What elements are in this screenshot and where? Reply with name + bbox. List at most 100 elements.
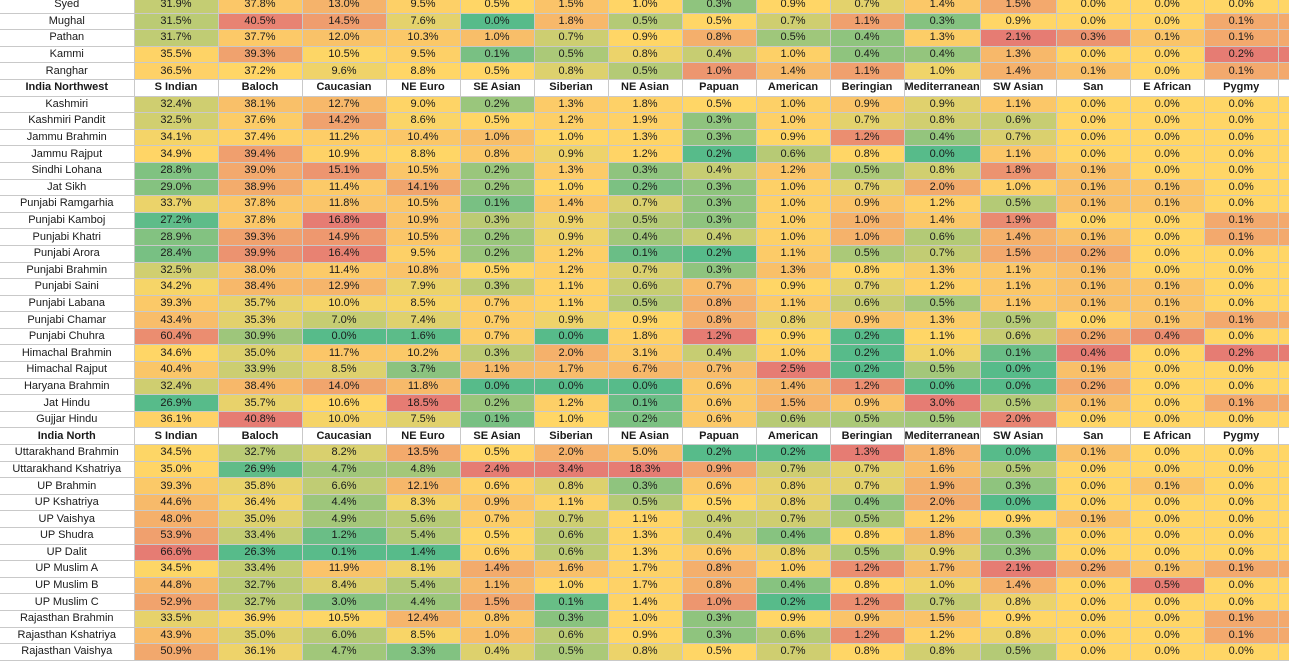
value-cell-ne-euro[interactable]: 8.6%	[386, 112, 461, 130]
value-cell-se-asian[interactable]: 0.8%	[460, 610, 535, 628]
value-cell-s-indian[interactable]: 60.4%	[134, 328, 219, 346]
value-cell-s-indian[interactable]: 32.4%	[134, 96, 219, 114]
value-cell-baloch[interactable]: 37.8%	[218, 212, 303, 230]
next-column-edge-cell[interactable]	[1278, 394, 1290, 412]
value-cell-mediterranean[interactable]: 0.3%	[904, 13, 981, 31]
column-header-s-indian[interactable]: S Indian	[134, 79, 219, 97]
value-cell-ne-asian[interactable]: 0.5%	[608, 13, 683, 31]
next-column-edge-cell[interactable]	[1278, 162, 1290, 180]
value-cell-baloch[interactable]: 35.7%	[218, 394, 303, 412]
value-cell-ne-euro[interactable]: 3.3%	[386, 643, 461, 661]
value-cell-american[interactable]: 1.5%	[756, 394, 831, 412]
value-cell-caucasian[interactable]: 10.6%	[302, 394, 387, 412]
value-cell-s-indian[interactable]: 36.5%	[134, 62, 219, 80]
value-cell-sw-asian[interactable]: 1.0%	[980, 179, 1057, 197]
value-cell-papuan[interactable]: 0.8%	[682, 560, 757, 578]
value-cell-caucasian[interactable]: 16.4%	[302, 245, 387, 263]
value-cell-mediterranean[interactable]: 1.8%	[904, 444, 981, 462]
value-cell-ne-euro[interactable]: 5.4%	[386, 577, 461, 595]
value-cell-baloch[interactable]: 36.1%	[218, 643, 303, 661]
population-name-cell[interactable]: Ranghar	[0, 62, 135, 80]
next-column-edge-cell[interactable]	[1278, 29, 1290, 47]
value-cell-s-indian[interactable]: 43.4%	[134, 311, 219, 329]
value-cell-baloch[interactable]: 39.9%	[218, 245, 303, 263]
value-cell-siberian[interactable]: 2.0%	[534, 344, 609, 363]
value-cell-caucasian[interactable]: 15.1%	[302, 162, 387, 180]
value-cell-beringian[interactable]: 0.2%	[830, 328, 905, 346]
value-cell-baloch[interactable]: 36.4%	[218, 494, 303, 512]
value-cell-caucasian[interactable]: 14.2%	[302, 112, 387, 130]
value-cell-se-asian[interactable]: 0.7%	[460, 295, 535, 313]
value-cell-san[interactable]: 0.0%	[1056, 643, 1131, 661]
value-cell-beringian[interactable]: 0.7%	[830, 179, 905, 197]
column-header-ne-euro[interactable]: NE Euro	[386, 79, 461, 97]
value-cell-american[interactable]: 1.0%	[756, 228, 831, 246]
value-cell-caucasian[interactable]: 8.2%	[302, 444, 387, 462]
value-cell-baloch[interactable]: 33.4%	[218, 527, 303, 545]
value-cell-baloch[interactable]: 32.7%	[218, 444, 303, 462]
value-cell-mediterranean[interactable]: 0.4%	[904, 129, 981, 147]
value-cell-ne-euro[interactable]: 11.8%	[386, 378, 461, 396]
value-cell-caucasian[interactable]: 6.0%	[302, 627, 387, 645]
value-cell-se-asian[interactable]: 0.6%	[460, 544, 535, 562]
value-cell-mediterranean[interactable]: 1.1%	[904, 328, 981, 346]
value-cell-e-african[interactable]: 0.0%	[1130, 627, 1205, 645]
value-cell-e-african[interactable]: 0.0%	[1130, 112, 1205, 130]
value-cell-s-indian[interactable]: 31.7%	[134, 29, 219, 47]
value-cell-american[interactable]: 2.5%	[756, 361, 831, 379]
value-cell-mediterranean[interactable]: 0.0%	[904, 145, 981, 163]
column-header-san[interactable]: San	[1056, 427, 1131, 446]
value-cell-mediterranean[interactable]: 1.9%	[904, 477, 981, 495]
value-cell-ne-asian[interactable]: 0.0%	[608, 378, 683, 396]
value-cell-mediterranean[interactable]: 1.7%	[904, 560, 981, 578]
value-cell-sw-asian[interactable]: 0.0%	[980, 361, 1057, 379]
value-cell-siberian[interactable]: 0.7%	[534, 29, 609, 47]
value-cell-mediterranean[interactable]: 1.0%	[904, 577, 981, 595]
value-cell-se-asian[interactable]: 0.7%	[460, 510, 535, 528]
value-cell-se-asian[interactable]: 0.5%	[460, 112, 535, 130]
value-cell-baloch[interactable]: 39.4%	[218, 145, 303, 163]
value-cell-siberian[interactable]: 0.0%	[534, 328, 609, 346]
value-cell-sw-asian[interactable]: 0.5%	[980, 311, 1057, 329]
value-cell-siberian[interactable]: 1.1%	[534, 494, 609, 512]
value-cell-ne-euro[interactable]: 10.4%	[386, 129, 461, 147]
value-cell-baloch[interactable]: 38.0%	[218, 262, 303, 280]
value-cell-pygmy[interactable]: 0.0%	[1204, 278, 1279, 296]
value-cell-siberian[interactable]: 0.1%	[534, 593, 609, 611]
value-cell-papuan[interactable]: 0.6%	[682, 411, 757, 429]
value-cell-ne-asian[interactable]: 1.8%	[608, 96, 683, 114]
column-header-papuan[interactable]: Papuan	[682, 427, 757, 446]
value-cell-baloch[interactable]: 38.9%	[218, 179, 303, 197]
value-cell-american[interactable]: 0.9%	[756, 0, 831, 14]
value-cell-mediterranean[interactable]: 1.5%	[904, 610, 981, 628]
value-cell-san[interactable]: 0.3%	[1056, 29, 1131, 47]
population-name-cell[interactable]: UP Brahmin	[0, 477, 135, 495]
value-cell-e-african[interactable]: 0.5%	[1130, 577, 1205, 595]
next-column-edge-cell[interactable]	[1278, 544, 1290, 562]
value-cell-ne-euro[interactable]: 7.4%	[386, 311, 461, 329]
value-cell-ne-asian[interactable]: 1.3%	[608, 129, 683, 147]
value-cell-se-asian[interactable]: 0.2%	[460, 245, 535, 263]
value-cell-san[interactable]: 0.0%	[1056, 593, 1131, 611]
value-cell-ne-asian[interactable]: 1.7%	[608, 577, 683, 595]
value-cell-ne-euro[interactable]: 10.8%	[386, 262, 461, 280]
value-cell-american[interactable]: 0.6%	[756, 411, 831, 429]
value-cell-s-indian[interactable]: 34.1%	[134, 129, 219, 147]
value-cell-sw-asian[interactable]: 0.1%	[980, 344, 1057, 363]
value-cell-beringian[interactable]: 0.2%	[830, 361, 905, 379]
value-cell-e-african[interactable]: 0.1%	[1130, 560, 1205, 578]
value-cell-mediterranean[interactable]: 0.9%	[904, 96, 981, 114]
value-cell-beringian[interactable]: 0.4%	[830, 494, 905, 512]
value-cell-caucasian[interactable]: 11.2%	[302, 129, 387, 147]
value-cell-se-asian[interactable]: 0.1%	[460, 195, 535, 213]
value-cell-s-indian[interactable]: 52.9%	[134, 593, 219, 611]
value-cell-ne-euro[interactable]: 12.1%	[386, 477, 461, 495]
column-header-baloch[interactable]: Baloch	[218, 79, 303, 97]
value-cell-caucasian[interactable]: 12.9%	[302, 278, 387, 296]
value-cell-pygmy[interactable]: 0.0%	[1204, 145, 1279, 163]
value-cell-sw-asian[interactable]: 0.3%	[980, 477, 1057, 495]
population-name-cell[interactable]: Syed	[0, 0, 135, 14]
population-name-cell[interactable]: Gujjar Hindu	[0, 411, 135, 429]
value-cell-papuan[interactable]: 0.5%	[682, 494, 757, 512]
value-cell-sw-asian[interactable]: 1.8%	[980, 162, 1057, 180]
